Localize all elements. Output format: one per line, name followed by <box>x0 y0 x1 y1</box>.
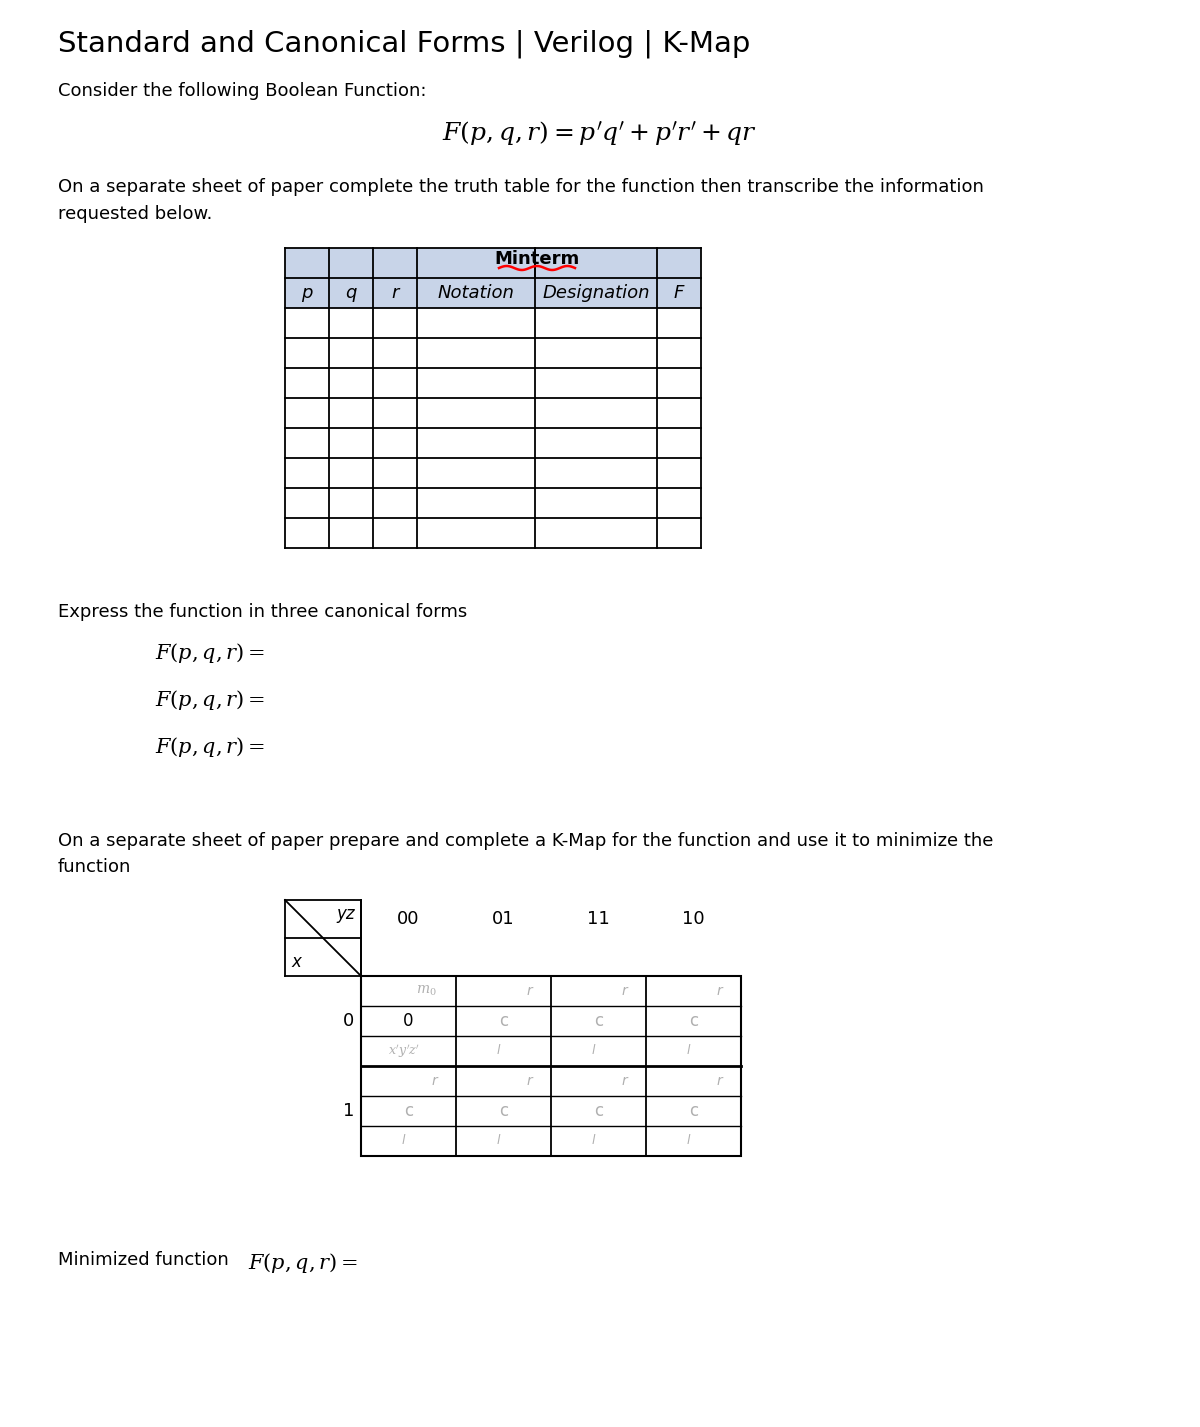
Text: $F(p, q, r) =$: $F(p, q, r) =$ <box>155 735 265 759</box>
Text: Designation: Designation <box>542 284 649 303</box>
Text: 0: 0 <box>403 1012 414 1030</box>
Text: q: q <box>346 284 356 303</box>
Text: c: c <box>594 1012 604 1030</box>
Bar <box>361 976 742 1156</box>
Text: r: r <box>391 284 398 303</box>
Text: c: c <box>404 1102 413 1120</box>
Text: function: function <box>58 858 131 876</box>
Bar <box>286 248 701 278</box>
Text: l: l <box>686 1045 690 1057</box>
Text: Minimized function: Minimized function <box>58 1251 229 1269</box>
Text: $x'y'z'$: $x'y'z'$ <box>388 1042 420 1060</box>
Text: yz: yz <box>336 905 355 923</box>
Text: $m_0$: $m_0$ <box>416 983 437 999</box>
Text: c: c <box>689 1012 698 1030</box>
Text: 01: 01 <box>492 910 515 928</box>
Text: c: c <box>594 1102 604 1120</box>
Text: r: r <box>431 1075 437 1087</box>
Text: r: r <box>527 985 532 997</box>
Text: l: l <box>497 1134 500 1147</box>
Text: 11: 11 <box>587 910 610 928</box>
Text: l: l <box>497 1045 500 1057</box>
Text: p: p <box>301 284 313 303</box>
Text: On a separate sheet of paper prepare and complete a K-Map for the function and u: On a separate sheet of paper prepare and… <box>58 832 994 850</box>
Text: F: F <box>674 284 684 303</box>
Text: $F(p, q, r) = p'q' + p'r' + qr$: $F(p, q, r) = p'q' + p'r' + qr$ <box>443 120 757 148</box>
Text: r: r <box>527 1075 532 1087</box>
Text: l: l <box>592 1134 595 1147</box>
Text: $F(p, q, r) =$: $F(p, q, r) =$ <box>248 1251 359 1274</box>
Text: l: l <box>402 1134 406 1147</box>
Text: Minterm: Minterm <box>494 250 580 268</box>
Text: Standard and Canonical Forms | Verilog | K-Map: Standard and Canonical Forms | Verilog |… <box>58 30 750 59</box>
Text: c: c <box>499 1012 508 1030</box>
Text: x: x <box>292 953 301 970</box>
Text: r: r <box>622 1075 628 1087</box>
Text: Consider the following Boolean Function:: Consider the following Boolean Function: <box>58 81 426 100</box>
Text: $F(p, q, r) =$: $F(p, q, r) =$ <box>155 688 265 712</box>
Text: $F(p, q, r) =$: $F(p, q, r) =$ <box>155 641 265 665</box>
Text: On a separate sheet of paper complete the truth table for the function then tran: On a separate sheet of paper complete th… <box>58 178 984 195</box>
Text: 1: 1 <box>343 1102 355 1120</box>
Text: requested below.: requested below. <box>58 205 212 223</box>
Bar <box>286 278 701 308</box>
Text: c: c <box>499 1102 508 1120</box>
Text: 00: 00 <box>397 910 420 928</box>
Text: l: l <box>686 1134 690 1147</box>
Text: r: r <box>716 985 722 997</box>
Text: r: r <box>622 985 628 997</box>
Text: r: r <box>716 1075 722 1087</box>
Text: 0: 0 <box>343 1012 355 1030</box>
Text: 10: 10 <box>682 910 704 928</box>
Text: Express the function in three canonical forms: Express the function in three canonical … <box>58 604 467 621</box>
Text: l: l <box>592 1045 595 1057</box>
Text: c: c <box>689 1102 698 1120</box>
Text: Notation: Notation <box>438 284 515 303</box>
